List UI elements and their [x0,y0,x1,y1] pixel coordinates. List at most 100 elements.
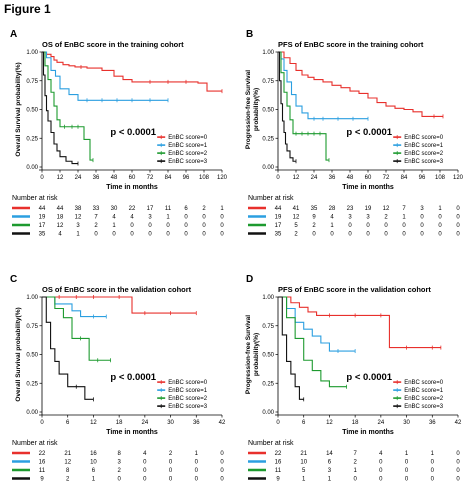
panel-b-ylabel-line1: Progression-free Survival [245,70,252,149]
panel-a-xtick-label: 60 [129,175,136,181]
panel-b-pvalue: p < 0.0001 [346,127,392,138]
panel-d-risk-cell: 9 [276,477,280,481]
panel-b-risk-cell: 9 [312,215,316,221]
panel-c-ytick-label: 0.50 [26,353,38,359]
panel-b-risk-cell: 0 [402,232,406,238]
panel-a-risk-cell: 0 [202,215,206,221]
panel-b-risk-cell: 41 [293,206,300,212]
panel-c-legend-label-1: EnBC score=1 [168,388,208,394]
panel-b-risk-cell: 0 [456,215,460,221]
figure-title: Figure 1 [4,2,51,16]
panel-d-risk-cell: 0 [379,477,383,481]
panel-a-risk-cell: 3 [148,215,152,221]
panel-d-risk-cell: 6 [328,460,332,466]
panel-c-xtick-label: 12 [90,420,97,426]
panel-d-legend-label-2: EnBC score=2 [404,396,444,402]
panel-a-risk-cell: 0 [220,232,224,238]
panel-b-risk-cell: 0 [384,232,388,238]
panel-a-xtick-label: 0 [40,175,44,181]
panel-d-risk-cell: 5 [302,468,306,474]
panel-a-risk-cell: 6 [184,206,188,212]
panel-a-risk-cell: 0 [130,232,134,238]
panel-a-risk-cell: 12 [57,223,64,229]
panel-b-letter: B [246,29,253,40]
panel-b-risk-cell: 1 [438,206,442,212]
panel-b-ylabel-line2: probability(%) [253,88,260,131]
panel-b-risk-cell: 35 [275,232,282,238]
panel-b-risk-cell: 0 [456,232,460,238]
panel-c-risk-title: Number at risk [12,440,58,447]
panel-b-risk-cell: 5 [294,223,298,229]
panel-b-xtick-label: 72 [383,175,390,181]
panel-b-series-3-line [278,51,296,162]
panel-b-ytick-label: 0.25 [262,136,274,142]
panel-b-risk-cell: 2 [294,232,298,238]
panel-d-series-0-line [278,296,441,349]
panel-c-xtick-label: 6 [66,420,70,426]
panel-d-risk-cell: 0 [405,460,409,466]
panel-b-risk-title: Number at risk [248,195,294,202]
panel-b-risk-cell: 0 [384,223,388,229]
panel-c-risk-cell: 2 [169,451,173,457]
panel-a-legend-label-1: EnBC score=1 [168,143,208,149]
panel-b-ytick-label: 1.00 [262,50,274,56]
panel-c-ytick-label: 0.75 [26,324,38,330]
panel-a-risk-cell: 19 [39,215,46,221]
panel-a-risk-cell: 4 [130,215,134,221]
panel-a-risk-cell: 0 [184,232,188,238]
panel-c-xtick-label: 24 [142,420,149,426]
panel-c-ylabel: Overall Survival probability(%) [15,307,22,401]
panel-d-ytick-label: 1.00 [262,295,274,301]
panel-a-series-0-line [42,51,222,92]
panel-a-risk-cell: 0 [220,215,224,221]
panel-d-series-3-line [278,296,304,400]
panel-d-risk-cell: 0 [456,451,460,457]
panel-d-ylabel-line1: Progression-free Survival [245,315,252,394]
panel-a-legend-label-2: EnBC score=2 [168,151,208,157]
panel-a-risk-cell: 0 [112,232,116,238]
panel-a-xtick-label: 48 [111,175,118,181]
panel-c-series-1-line [42,296,107,318]
panel-a-xtick-label: 12 [57,175,64,181]
panel-d-risk-cell: 0 [431,477,435,481]
panel-c-risk-cell: 6 [92,468,96,474]
panel-b-risk-cell: 23 [347,206,354,212]
panel-c-xtick-label: 0 [40,420,44,426]
panel-c-xtick-label: 42 [219,420,226,426]
panel-d-ytick-label: 0.75 [262,324,274,330]
panel-a-risk-cell: 0 [94,232,98,238]
panel-b-series-0-line [278,51,443,117]
panel-b-risk-cell: 19 [275,215,282,221]
panel-d-xtick-label: 36 [429,420,436,426]
panel-c-risk-cell: 0 [220,468,224,474]
panel-a-legend-label-3: EnBC score=3 [168,159,208,165]
panel-c-series-2-line [42,296,111,361]
panel-d-risk-cell: 1 [328,477,332,481]
panel-c-risk-cell: 0 [169,477,173,481]
panel-b-risk-cell: 12 [383,206,390,212]
panel-d-ytick-label: 0.50 [262,353,274,359]
panel-c-risk-cell: 0 [195,460,199,466]
panel-a-ytick-label: 1.00 [26,50,38,56]
panel-c-ytick-label: 0.25 [26,381,38,387]
panel-a-title: OS of EnBC score in the training cohort [42,40,184,49]
panel-a-pvalue: p < 0.0001 [110,127,156,138]
panel-a-risk-cell: 0 [148,232,152,238]
panel-d-risk-cell: 0 [431,468,435,474]
panel-c-risk-cell: 0 [220,451,224,457]
panel-a-risk-cell: 22 [129,206,136,212]
panel-d-xtick-label: 12 [326,420,333,426]
panel-c-risk-cell: 1 [92,477,96,481]
panel-b-risk-cell: 0 [330,232,334,238]
panel-a-risk-cell: 44 [57,206,64,212]
panel-b-ytick-label: 0.75 [262,79,274,85]
panel-d-xtick-label: 0 [276,420,280,426]
panel-d-risk-cell: 4 [379,451,383,457]
panel-c-risk-cell: 0 [143,477,147,481]
panel-a-risk-cell: 17 [147,206,154,212]
panel-b-risk-cell: 0 [312,232,316,238]
panel-a-risk-cell: 2 [202,206,206,212]
panel-a-risk-cell: 0 [166,232,170,238]
panel-d-risk-cell: 0 [456,477,460,481]
panel-d-xtick-label: 42 [455,420,462,426]
